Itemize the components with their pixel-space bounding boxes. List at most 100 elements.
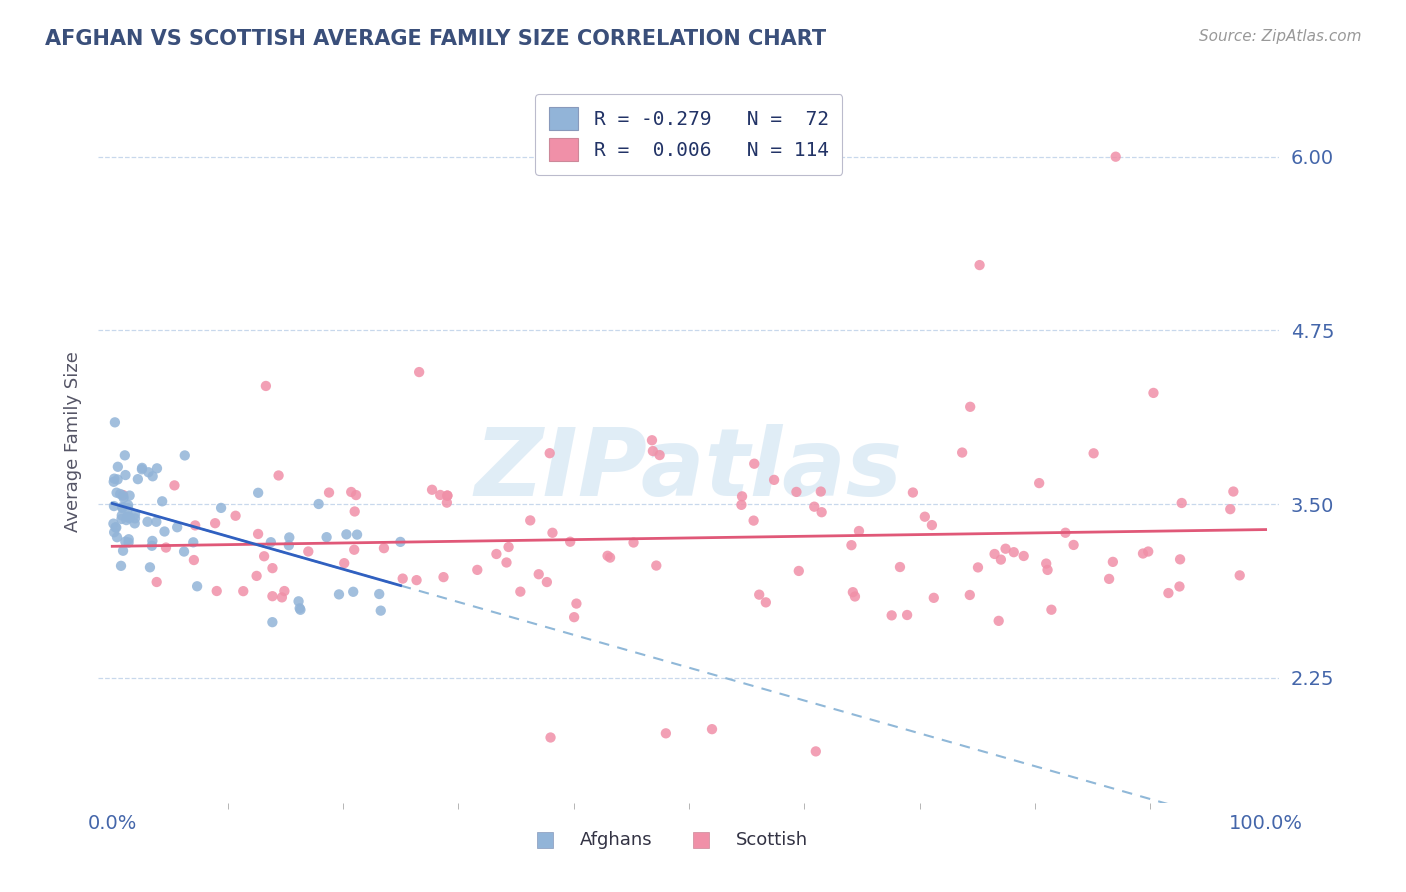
Point xyxy=(112,491,135,505)
Point xyxy=(118,509,141,524)
Point xyxy=(105,520,128,534)
Text: ZIPatlas: ZIPatlas xyxy=(475,425,903,516)
Point xyxy=(145,515,167,529)
Point xyxy=(370,604,392,618)
Point xyxy=(111,489,134,503)
Point xyxy=(880,608,903,623)
Point xyxy=(844,590,866,604)
Point xyxy=(432,570,454,584)
Point xyxy=(730,498,752,512)
Point xyxy=(260,535,283,549)
Point xyxy=(246,569,269,583)
Point xyxy=(118,533,141,547)
Point xyxy=(183,553,205,567)
Point xyxy=(288,601,311,615)
Point xyxy=(1035,557,1057,571)
Point xyxy=(232,584,254,599)
Point xyxy=(335,527,357,541)
Point xyxy=(124,516,146,531)
Point xyxy=(1157,586,1180,600)
Point xyxy=(343,504,366,518)
Point xyxy=(373,541,395,556)
Point xyxy=(1063,538,1085,552)
Point xyxy=(308,497,330,511)
Point xyxy=(124,507,146,521)
Point xyxy=(889,560,911,574)
Point xyxy=(748,588,770,602)
Point xyxy=(344,488,367,502)
Point xyxy=(118,489,141,503)
Point xyxy=(1142,385,1164,400)
Point xyxy=(1028,476,1050,491)
Point xyxy=(118,511,141,525)
Point xyxy=(527,567,550,582)
Point xyxy=(186,579,208,593)
Point xyxy=(114,448,136,462)
Point xyxy=(950,445,973,459)
Point xyxy=(391,572,413,586)
Point xyxy=(110,558,132,573)
Point xyxy=(436,489,458,503)
Point xyxy=(465,563,488,577)
Point xyxy=(959,400,981,414)
Point xyxy=(267,468,290,483)
Y-axis label: Average Family Size: Average Family Size xyxy=(63,351,82,532)
Point xyxy=(848,524,870,538)
Point xyxy=(103,499,125,513)
Point xyxy=(901,485,924,500)
Point xyxy=(278,530,301,544)
Point xyxy=(1137,544,1160,558)
Point xyxy=(273,584,295,599)
Point xyxy=(287,594,309,608)
Point xyxy=(340,485,363,500)
Point xyxy=(205,584,228,599)
Point xyxy=(297,544,319,558)
Point xyxy=(994,541,1017,556)
Point xyxy=(105,530,128,544)
Point xyxy=(1012,549,1035,563)
Point xyxy=(318,485,340,500)
Point xyxy=(111,500,134,514)
Point xyxy=(139,560,162,574)
Point xyxy=(262,561,284,575)
Point xyxy=(967,560,990,574)
Point xyxy=(1170,496,1192,510)
Point xyxy=(225,508,247,523)
Point xyxy=(146,461,169,475)
Point xyxy=(755,595,778,609)
Point xyxy=(107,473,129,487)
Point xyxy=(124,511,146,525)
Point xyxy=(1229,568,1251,582)
Point xyxy=(247,527,270,541)
Point xyxy=(111,501,134,516)
Point xyxy=(810,484,832,499)
Point xyxy=(107,459,129,474)
Point xyxy=(436,489,458,503)
Point xyxy=(131,461,153,475)
Point xyxy=(1083,446,1105,460)
Point xyxy=(641,444,664,458)
Point xyxy=(787,564,810,578)
Point xyxy=(436,495,458,509)
Point xyxy=(333,556,356,570)
Point xyxy=(117,535,139,549)
Point xyxy=(328,587,350,601)
Point xyxy=(141,533,163,548)
Point xyxy=(127,472,149,486)
Point xyxy=(803,500,825,514)
Point xyxy=(150,494,173,508)
Point xyxy=(519,513,541,527)
Point xyxy=(117,501,139,516)
Point xyxy=(108,487,131,501)
Point xyxy=(896,607,918,622)
Point xyxy=(408,365,430,379)
Point xyxy=(485,547,508,561)
Point xyxy=(742,514,765,528)
Point xyxy=(181,535,204,549)
Point xyxy=(115,509,138,524)
Point xyxy=(599,550,621,565)
Text: Afghans: Afghans xyxy=(581,831,652,849)
Point xyxy=(105,485,128,500)
Point xyxy=(277,538,299,552)
Point xyxy=(166,520,188,534)
